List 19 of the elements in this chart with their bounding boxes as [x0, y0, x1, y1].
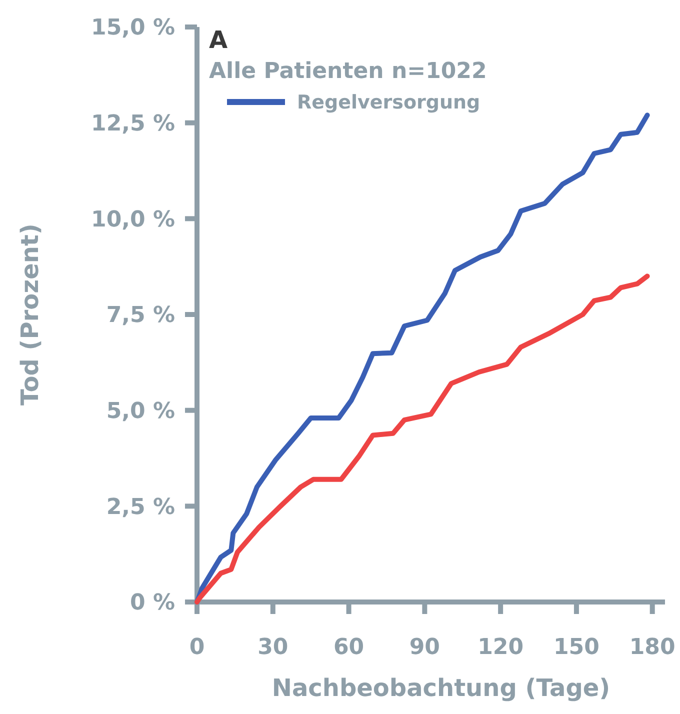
x-axis-title: Nachbeobachtung (Tage) — [272, 674, 610, 702]
text: Alle Patienten n=1022 — [209, 59, 487, 84]
y-tick-label: 12,5 % — [91, 112, 175, 137]
x-tick-label: 90 — [409, 635, 440, 660]
y-tick-label: 15,0 % — [91, 16, 175, 41]
y-tick-label: 2,5 % — [106, 494, 175, 520]
legend-label: Regelversorgung — [297, 92, 480, 114]
chart-title: A — [209, 26, 228, 54]
x-tick-label: 30 — [258, 635, 288, 660]
y-tick-label: 0 % — [130, 590, 175, 616]
y-axis-title: Tod (Prozent) — [16, 224, 44, 406]
y-tick-label: 10,0 % — [91, 207, 175, 232]
x-tick-label: 120 — [478, 635, 524, 660]
y-tick-label: 5,0 % — [106, 399, 175, 424]
x-tick-label: 180 — [629, 635, 676, 660]
x-tick-label: 0 — [189, 635, 205, 660]
y-tick-label: 7,5 % — [106, 303, 175, 328]
x-tick-label: 150 — [553, 635, 600, 660]
x-tick-label: 60 — [333, 635, 364, 660]
